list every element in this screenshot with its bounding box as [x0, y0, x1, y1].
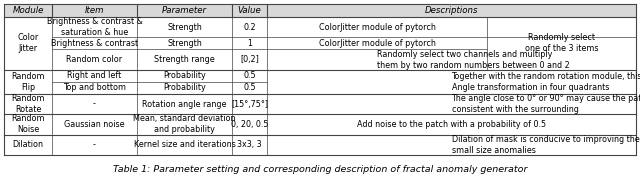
Text: -: -	[93, 140, 96, 149]
Text: Top and bottom: Top and bottom	[63, 83, 126, 92]
Text: ColorJitter module of pytorch: ColorJitter module of pytorch	[319, 23, 435, 32]
Text: Probability: Probability	[163, 83, 206, 92]
Text: 0, 20, 0.5: 0, 20, 0.5	[231, 120, 268, 129]
Text: 3x3, 3: 3x3, 3	[237, 140, 262, 149]
Text: Right and left: Right and left	[67, 71, 122, 80]
Text: The angle close to 0° or 90° may cause the patch texture to be too
consistent wi: The angle close to 0° or 90° may cause t…	[451, 94, 640, 114]
Text: Brightness & contrast &
saturation & hue: Brightness & contrast & saturation & hue	[47, 17, 143, 37]
Text: Randomly select
one of the 3 items: Randomly select one of the 3 items	[525, 33, 598, 53]
Text: Descriptions: Descriptions	[425, 6, 478, 15]
Text: -: -	[93, 100, 96, 109]
Text: ColorJitter module of pytorch: ColorJitter module of pytorch	[319, 39, 435, 48]
Text: Probability: Probability	[163, 71, 206, 80]
Text: Gaussian noise: Gaussian noise	[64, 120, 125, 129]
Text: 0.5: 0.5	[243, 83, 256, 92]
Text: Random
Rotate: Random Rotate	[12, 94, 45, 114]
Text: Add noise to the patch with a probability of 0.5: Add noise to the patch with a probabilit…	[357, 120, 546, 129]
Text: Random
Flip: Random Flip	[12, 72, 45, 92]
Text: Strength range: Strength range	[154, 55, 215, 64]
Text: Parameter: Parameter	[162, 6, 207, 15]
Bar	[4, 4, 636, 17]
Text: Strength: Strength	[167, 39, 202, 48]
Text: Item: Item	[84, 6, 104, 15]
Text: 0.5: 0.5	[243, 71, 256, 80]
Text: Strength: Strength	[167, 23, 202, 32]
Text: Random color: Random color	[67, 55, 123, 64]
Text: Table 1: Parameter setting and corresponding description of fractal anomaly gene: Table 1: Parameter setting and correspon…	[113, 165, 527, 175]
Text: Dilation of mask is conducive to improving the detection rate of
small size anom: Dilation of mask is conducive to improvi…	[451, 135, 640, 155]
Text: 1: 1	[247, 39, 252, 48]
Text: Brightness & contrast: Brightness & contrast	[51, 39, 138, 48]
Text: Color
Jitter: Color Jitter	[17, 33, 38, 53]
Text: Dilation: Dilation	[13, 140, 44, 149]
Text: Kernel size and iterations: Kernel size and iterations	[134, 140, 236, 149]
Text: Rotation angle range: Rotation angle range	[142, 100, 227, 109]
Text: 0.2: 0.2	[243, 23, 256, 32]
Text: Randomly select two channels and multiply
them by two random numbers between 0 a: Randomly select two channels and multipl…	[377, 50, 570, 70]
Text: [0,2]: [0,2]	[240, 55, 259, 64]
Text: Mean, standard deviation
and probability: Mean, standard deviation and probability	[133, 114, 236, 135]
Text: Random
Noise: Random Noise	[12, 114, 45, 135]
Text: [15°,75°]: [15°,75°]	[231, 100, 268, 109]
Text: Together with the random rotation module, this module realizes the
Angle transfo: Together with the random rotation module…	[451, 72, 640, 92]
Text: Module: Module	[12, 6, 44, 15]
Text: Value: Value	[237, 6, 261, 15]
